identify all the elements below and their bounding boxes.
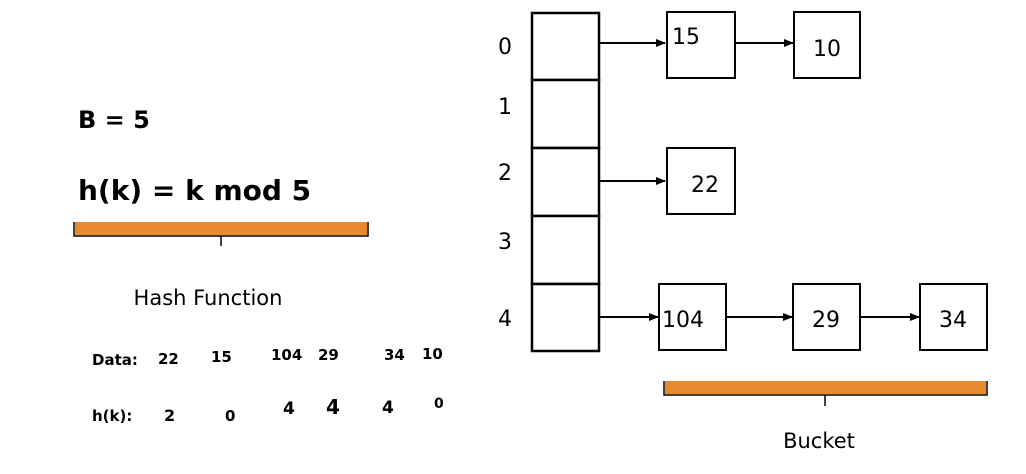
node-value: 10 <box>813 37 841 62</box>
table-cell-2 <box>530 146 601 218</box>
hash-function-brace <box>73 222 369 246</box>
bucket-node: 29 <box>792 283 861 351</box>
table-cell-3 <box>530 214 601 286</box>
hash-value: 4 <box>326 395 340 419</box>
table-index-1: 1 <box>498 95 512 120</box>
bucket-node: 34 <box>919 283 988 351</box>
hash-value: 0 <box>434 396 444 412</box>
table-index-2: 2 <box>498 161 512 186</box>
data-value: 34 <box>384 346 405 364</box>
table-cell-4 <box>530 282 601 353</box>
bucket-node: 22 <box>666 147 736 215</box>
hash-value: 4 <box>283 399 295 419</box>
bucket-label: Bucket <box>783 429 855 453</box>
table-cell-1 <box>530 78 601 150</box>
table-index-0: 0 <box>498 35 512 60</box>
data-value: 104 <box>271 346 302 364</box>
data-row-label: Data: <box>92 351 138 369</box>
hash-function-label: Hash Function <box>134 286 283 310</box>
data-value: 15 <box>211 348 232 366</box>
table-index-4: 4 <box>498 307 512 332</box>
node-value: 22 <box>691 173 719 198</box>
node-value: 15 <box>672 25 700 50</box>
hash-value: 2 <box>164 406 175 425</box>
chain-arrows <box>599 39 920 321</box>
data-value: 29 <box>318 346 339 364</box>
handwritten-notes: Data: 22 15 104 29 34 10 h(k): 2 0 4 4 4… <box>92 345 444 425</box>
hash-row-label: h(k): <box>92 407 132 425</box>
node-value: 104 <box>662 308 704 333</box>
hash-function-text: h(k) = k mod 5 <box>78 174 311 207</box>
b-value-text: B = 5 <box>78 106 150 134</box>
hash-value: 0 <box>225 407 235 425</box>
bucket-node: 15 <box>666 11 736 79</box>
table-cell-0 <box>530 11 601 82</box>
node-value: 34 <box>939 308 967 333</box>
data-value: 10 <box>422 345 443 363</box>
bucket-node: 10 <box>793 11 861 79</box>
table-index-3: 3 <box>498 230 512 255</box>
hash-value: 4 <box>382 398 394 418</box>
bucket-brace <box>663 381 988 406</box>
node-value: 29 <box>812 308 840 333</box>
hash-table <box>530 11 601 353</box>
data-value: 22 <box>158 350 179 368</box>
bucket-node: 104 <box>658 283 727 351</box>
